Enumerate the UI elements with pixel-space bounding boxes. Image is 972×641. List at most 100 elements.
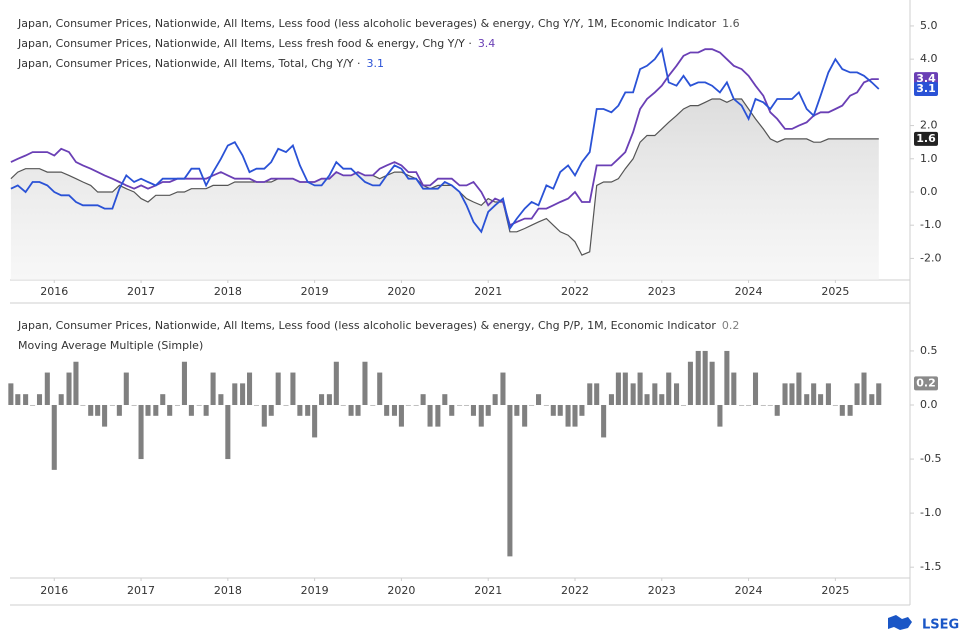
legend-label: Japan, Consumer Prices, Nationwide, All … (17, 319, 716, 332)
bar (44, 372, 50, 405)
bar (767, 404, 773, 406)
y-tick-label: 4.0 (920, 52, 938, 65)
bar (210, 372, 216, 405)
bar (80, 404, 86, 406)
bar (622, 372, 628, 405)
bar (95, 404, 101, 416)
bar (760, 404, 766, 406)
bar (818, 394, 824, 405)
bar (529, 404, 535, 406)
x-tick-label: 2024 (735, 285, 763, 298)
bar (522, 404, 528, 427)
bar (203, 404, 209, 416)
x-tick-label: 2019 (301, 285, 329, 298)
bar (109, 404, 115, 406)
bar (789, 383, 795, 405)
price-badge-value: 1.6 (916, 132, 936, 145)
x-tick-label: 2023 (648, 285, 676, 298)
bar (138, 404, 144, 460)
bar (869, 394, 875, 405)
bar (240, 383, 246, 405)
bar (116, 404, 122, 416)
x-tick-label: 2017 (127, 584, 155, 597)
bar (572, 404, 578, 427)
bar (557, 404, 563, 416)
bar (370, 404, 376, 406)
bar (145, 404, 151, 416)
bar (695, 350, 701, 405)
bar (724, 350, 730, 405)
bar (268, 404, 274, 416)
legend-label: Japan, Consumer Prices, Nationwide, All … (17, 17, 717, 30)
logo: LSEG (888, 615, 959, 633)
x-tick-label: 2020 (387, 584, 415, 597)
bar (594, 383, 600, 405)
bar (536, 394, 542, 405)
bar (290, 372, 296, 405)
bar (225, 404, 231, 460)
bar (608, 394, 614, 405)
bar (384, 404, 390, 416)
x-tick-label: 2017 (127, 285, 155, 298)
bar (746, 404, 752, 406)
x-tick-label: 2022 (561, 285, 589, 298)
legend-label: Japan, Consumer Prices, Nationwide, All … (17, 57, 361, 70)
bar (659, 394, 665, 405)
bar (615, 372, 621, 405)
price-badge-value: 0.2 (916, 376, 936, 389)
plot-area (8, 350, 882, 557)
bar (23, 394, 29, 405)
y-tick-label: 1.0 (920, 152, 938, 165)
price-badge-value: 3.1 (916, 82, 936, 95)
x-tick-label: 2024 (735, 584, 763, 597)
bar (811, 383, 817, 405)
bar (160, 394, 166, 405)
legend-value: 3.4 (478, 37, 496, 50)
bar (492, 394, 498, 405)
bar (666, 372, 672, 405)
bar (73, 361, 79, 405)
bar (470, 404, 476, 416)
bar (485, 404, 491, 416)
bar (709, 361, 715, 405)
bar (514, 404, 520, 416)
bar (283, 404, 289, 406)
x-tick-label: 2019 (301, 584, 329, 597)
bar (435, 404, 441, 427)
bar (275, 372, 281, 405)
y-tick-label: -1.0 (920, 506, 941, 519)
bar (796, 372, 802, 405)
x-tick-label: 2021 (474, 285, 502, 298)
x-tick-label: 2020 (387, 285, 415, 298)
bar (752, 372, 759, 405)
y-tick-label: 0.5 (920, 344, 938, 357)
bar (247, 372, 253, 405)
bar (847, 404, 853, 416)
bar (297, 404, 303, 416)
price-badge (914, 82, 938, 97)
bar (630, 383, 636, 405)
bar (30, 404, 36, 406)
bar (587, 383, 593, 405)
bar (579, 404, 585, 416)
bar (36, 394, 43, 405)
legend-value: 1.6 (722, 17, 740, 30)
bar (340, 404, 346, 406)
bar (413, 404, 419, 406)
y-tick-label: 2.0 (920, 119, 938, 132)
y-tick-label: -1.5 (920, 560, 941, 573)
bar (774, 404, 780, 416)
bar (507, 404, 513, 557)
y-tick-label: 0.0 (920, 185, 938, 198)
legend-value: 3.1 (367, 57, 385, 70)
bar (565, 404, 571, 427)
bar (876, 383, 882, 405)
bar (449, 404, 455, 416)
bar (102, 404, 108, 427)
x-tick-label: 2018 (214, 285, 242, 298)
bar (687, 361, 693, 405)
bar (839, 404, 845, 416)
bar (457, 404, 463, 406)
bar (731, 372, 737, 405)
bar (8, 383, 14, 405)
